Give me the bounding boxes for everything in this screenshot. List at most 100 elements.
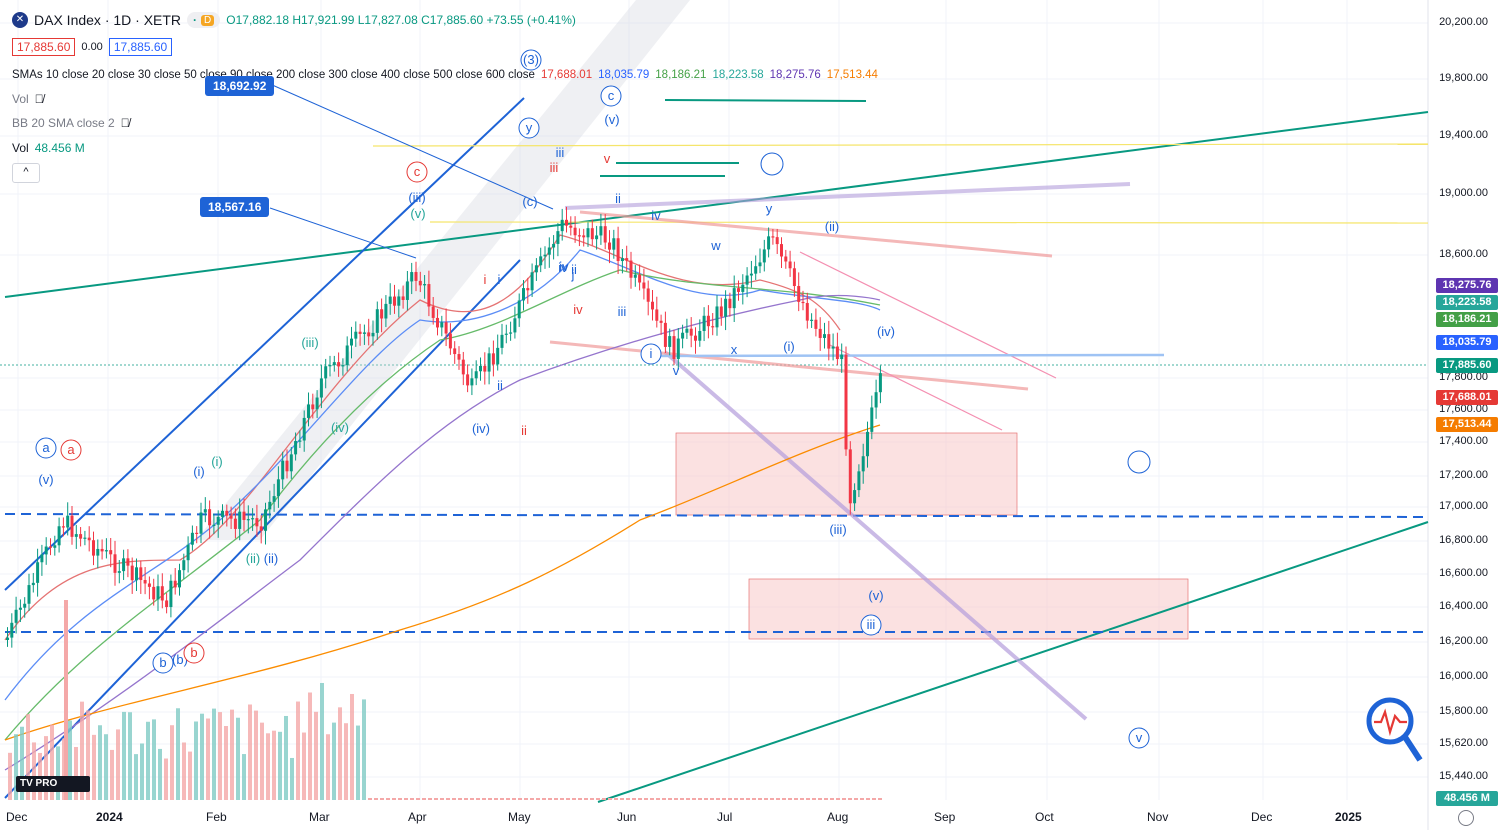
- magnifier-icon[interactable]: [1366, 697, 1423, 762]
- dax-logo-icon: ✕: [12, 12, 28, 28]
- candle-body: [238, 511, 242, 529]
- candle-body: [780, 244, 783, 257]
- time-tick-label: Mar: [309, 810, 330, 824]
- volume-bar: [542, 798, 546, 800]
- volume-bar: [578, 798, 582, 800]
- volume-bar: [740, 798, 744, 800]
- trendline-blue-upper: [4, 97, 525, 591]
- callout-connector-1: [269, 83, 554, 210]
- candle-body: [44, 546, 48, 555]
- volume-bar: [200, 713, 204, 800]
- eye-off-icon[interactable]: 👁̸: [34, 92, 44, 106]
- volume-bar: [362, 699, 366, 800]
- tradingview-logo[interactable]: TV PRO: [16, 776, 90, 792]
- price-tick-label: 15,620.00: [1439, 737, 1488, 749]
- candle-body: [289, 454, 293, 472]
- market-status-pill[interactable]: · D: [187, 12, 221, 28]
- price-callout-1[interactable]: 18,692.92: [205, 76, 275, 96]
- volume-bar: [284, 715, 288, 800]
- wave-label: v: [673, 363, 680, 378]
- candle-body: [328, 365, 332, 367]
- sma-legend[interactable]: SMAs 10 close 20 close 30 close 50 close…: [12, 69, 878, 81]
- volume-bar: [170, 725, 174, 800]
- candle-body: [337, 362, 341, 367]
- candle-body: [66, 515, 70, 528]
- candle-body: [461, 359, 465, 375]
- volume-bar: [782, 798, 786, 800]
- chevron-up-icon[interactable]: ^: [12, 163, 40, 183]
- volume-bar: [92, 734, 96, 800]
- wave-label: (ii): [825, 219, 839, 234]
- candle-body: [547, 247, 551, 255]
- candle-body: [332, 362, 336, 366]
- pink-line-3: [799, 251, 1057, 379]
- legend-collapse[interactable]: ^: [12, 163, 40, 183]
- sell-price-button[interactable]: 17,885.60: [12, 38, 76, 56]
- wave-label-circle: [35, 437, 57, 459]
- candle-body: [354, 331, 358, 339]
- buy-price-button[interactable]: 17,885.60: [108, 38, 173, 56]
- candle-body: [758, 262, 762, 267]
- wave-label: y: [766, 201, 773, 216]
- candle-body: [294, 441, 298, 455]
- candle-body: [276, 479, 280, 497]
- settings-gear-icon[interactable]: [1458, 810, 1474, 826]
- candle-body: [431, 306, 435, 318]
- volume-bar: [464, 798, 468, 800]
- price-tick-label: 17,200.00: [1439, 469, 1488, 481]
- candle-body: [659, 320, 663, 323]
- bb-legend[interactable]: BB 20 SMA close 2 👁̸: [12, 116, 130, 130]
- price-tick-label: 16,200.00: [1439, 635, 1488, 647]
- price-tick-label: 17,600.00: [1439, 403, 1488, 415]
- candle-body: [126, 558, 130, 566]
- price-tag: 18,275.76: [1436, 278, 1498, 293]
- volume-bar: [68, 720, 72, 800]
- candle-body: [444, 322, 448, 334]
- candle-body: [827, 334, 831, 349]
- price-tick-label: 16,600.00: [1439, 567, 1488, 579]
- price-tag: 17,885.60: [1436, 358, 1498, 373]
- candle-body: [178, 570, 181, 588]
- hline-dashed-17000: [4, 513, 1429, 518]
- candle-body: [285, 460, 289, 472]
- volume-bar: [752, 798, 756, 800]
- wave-label: (i): [211, 454, 223, 469]
- moving-average-line: [4, 249, 881, 701]
- wave-label: iii: [867, 617, 876, 632]
- candle-body: [203, 509, 207, 513]
- volume-bar: [266, 733, 270, 800]
- vol2-legend[interactable]: Vol 48.456 M: [12, 141, 85, 155]
- wave-label: ii: [615, 191, 621, 206]
- volume-bar: [722, 798, 726, 800]
- wave-label-circle: [600, 85, 622, 107]
- vol-legend[interactable]: Vol 👁̸: [12, 92, 44, 106]
- candle-body: [405, 281, 409, 300]
- volume-bar: [764, 798, 768, 800]
- volume-bar: [134, 754, 138, 800]
- volume-bar: [278, 731, 282, 800]
- candle-body: [324, 366, 328, 379]
- wave-label: i: [484, 272, 487, 287]
- volume-bar: [64, 600, 68, 800]
- volume-bar: [686, 798, 690, 800]
- symbol-title[interactable]: DAX Index · 1D · XETR: [34, 12, 182, 28]
- candle-body: [393, 296, 396, 306]
- volume-bar: [704, 798, 708, 800]
- wave-label: iii: [556, 145, 565, 160]
- candle-body: [526, 288, 530, 291]
- candle-body: [319, 378, 323, 398]
- candle-body: [470, 378, 474, 386]
- candle-body: [122, 558, 126, 572]
- volume-bar: [878, 798, 882, 800]
- candle-body: [840, 354, 844, 360]
- price-callout-2[interactable]: 18,567.16: [200, 197, 270, 217]
- wave-label: i: [498, 272, 501, 287]
- wave-label: i: [650, 346, 653, 361]
- price-tick-label: 15,800.00: [1439, 705, 1488, 717]
- eye-off-icon[interactable]: 👁̸: [120, 116, 130, 130]
- hline-yellow-1: [372, 143, 1429, 147]
- candle-body: [762, 249, 766, 263]
- volume-bar: [236, 717, 240, 800]
